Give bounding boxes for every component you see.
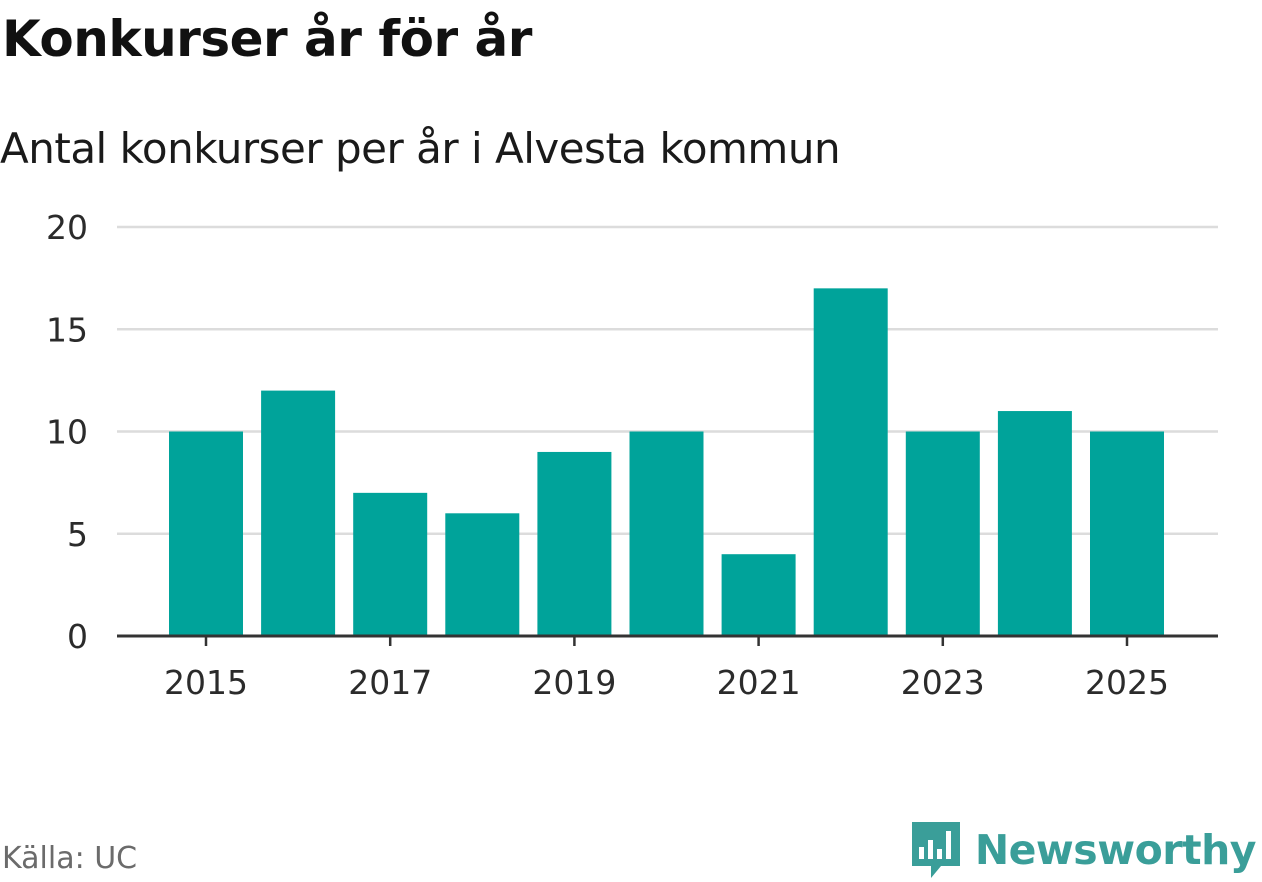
bar-2017[interactable] — [353, 492, 428, 636]
x-tick-label: 2025 — [1085, 663, 1169, 702]
source-note: Källa: UC — [2, 841, 138, 876]
bar-2022[interactable] — [813, 288, 888, 636]
x-tick-label: 2023 — [901, 663, 985, 702]
x-axis — [117, 634, 1218, 646]
bar-chart: 0 5 10 15 20 2015 2017 2019 2021 2023 2025 — [46, 208, 1218, 702]
bar-2020[interactable] — [629, 431, 704, 637]
x-axis-labels: 2015 2017 2019 2021 2023 2025 — [164, 663, 1169, 702]
x-tick-label: 2017 — [348, 663, 432, 702]
chart-subtitle: Antal konkurser per år i Alvesta kommun — [0, 124, 841, 173]
bar-2016[interactable] — [261, 390, 336, 636]
bar-2023[interactable] — [905, 431, 980, 637]
bar-2018[interactable] — [445, 513, 520, 636]
y-tick-label: 0 — [67, 617, 88, 656]
bars — [169, 288, 1164, 636]
bar-2021[interactable] — [721, 554, 796, 636]
y-tick-label: 5 — [67, 515, 88, 554]
x-tick-label: 2019 — [532, 663, 616, 702]
brand-logo[interactable]: Newsworthy — [909, 818, 1257, 882]
x-tick-label: 2015 — [164, 663, 248, 702]
y-tick-label: 20 — [46, 208, 88, 247]
bar-2015[interactable] — [169, 431, 243, 637]
y-tick-label: 15 — [46, 310, 88, 349]
bar-2024[interactable] — [997, 411, 1072, 636]
bar-2025[interactable] — [1090, 431, 1164, 637]
y-tick-label: 10 — [46, 413, 88, 452]
y-axis-labels: 0 5 10 15 20 — [46, 208, 88, 656]
bar-2019[interactable] — [537, 451, 612, 636]
newsworthy-logo-icon — [911, 822, 960, 878]
brand-name: Newsworthy — [974, 826, 1257, 874]
chart-title: Konkurser år för år — [2, 10, 532, 68]
x-tick-label: 2021 — [717, 663, 801, 702]
